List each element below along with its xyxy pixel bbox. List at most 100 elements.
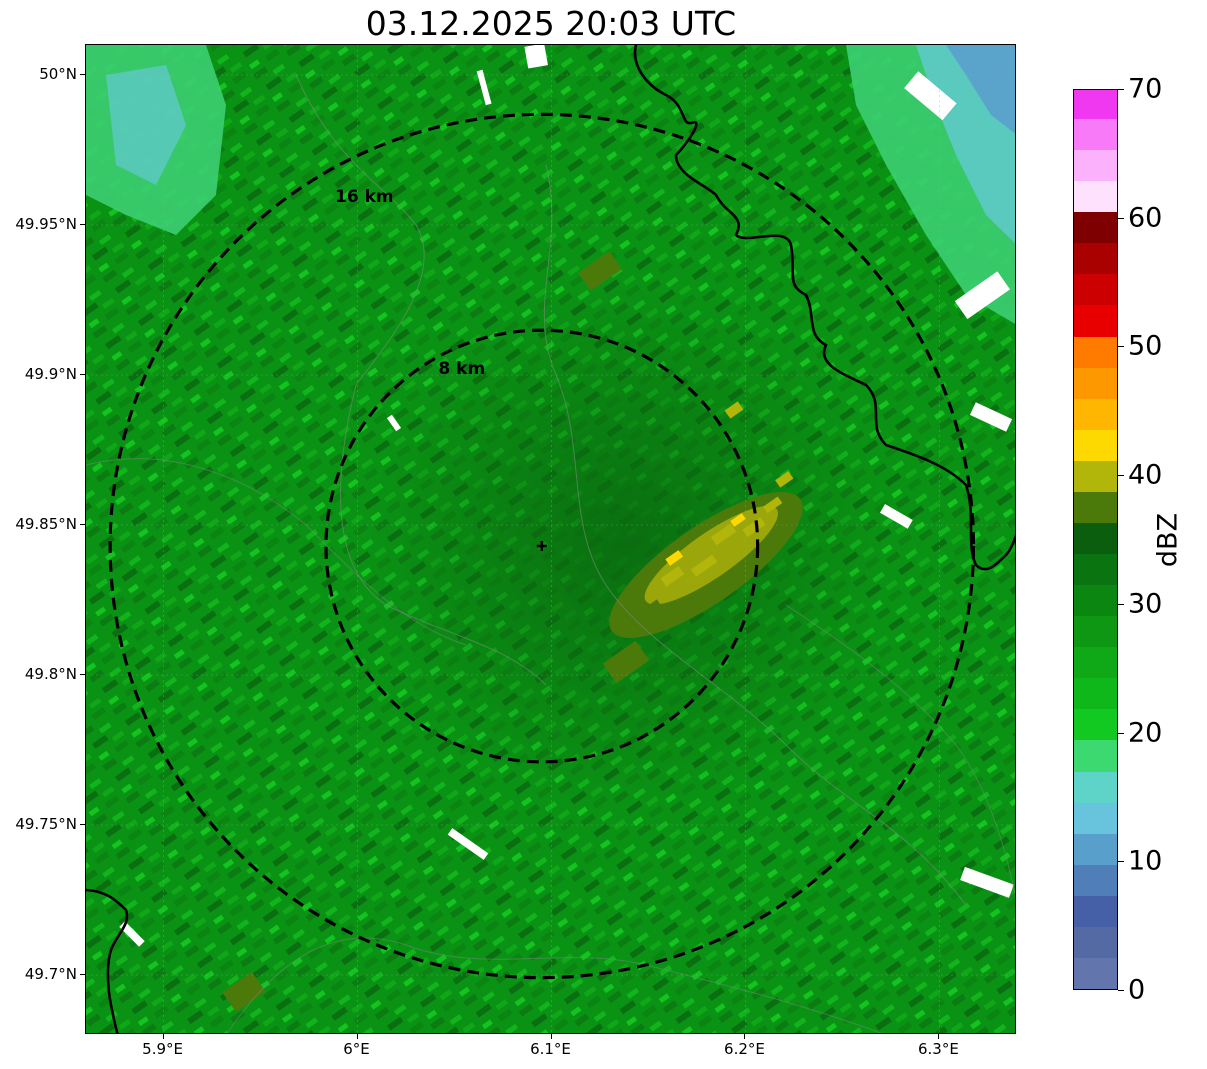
admin-boundary — [295, 74, 547, 686]
no-data-patch — [969, 402, 1013, 432]
echo-patch — [724, 401, 744, 419]
colorbar-segment — [1074, 429, 1117, 461]
colorbar-tick — [1118, 475, 1124, 477]
lon-tick — [938, 1034, 940, 1039]
range-ring — [108, 112, 976, 980]
no-data-patch — [119, 921, 145, 947]
colorbar-segment — [1074, 304, 1117, 337]
colorbar-tick — [1118, 732, 1124, 734]
radar-site-marker — [536, 541, 547, 551]
echo-patch — [775, 471, 794, 488]
echo-patch — [578, 251, 622, 291]
colorbar-segment — [1074, 926, 1117, 958]
lat-tick — [80, 674, 85, 675]
colorbar-tick-label: 20 — [1128, 717, 1163, 749]
no-data-patch — [880, 504, 913, 529]
range-rings: 8 km 16 km — [108, 112, 976, 980]
colorbar-segment — [1074, 739, 1117, 772]
colorbar-segment — [1074, 708, 1117, 741]
map-title: 03.12.2025 20:03 UTC — [365, 4, 737, 43]
colorbar-segment — [1074, 677, 1117, 710]
colorbar-segment — [1074, 833, 1117, 865]
lon-tick-label: 6.2°E — [724, 1040, 765, 1058]
admin-boundary — [226, 937, 883, 1033]
lon-tick-label: 5.9°E — [142, 1040, 183, 1058]
no-data-patch — [954, 271, 1011, 320]
no-data-patch — [447, 828, 489, 860]
radar-map[interactable]: 8 km 16 km — [85, 44, 1016, 1034]
lat-tick — [80, 824, 85, 825]
weak-echo-patch-northwest — [106, 65, 186, 185]
colorbar-tick — [1118, 89, 1124, 90]
lon-tick-label: 6°E — [343, 1040, 370, 1058]
range-ring — [324, 328, 760, 764]
colorbar-tick — [1118, 217, 1124, 219]
lat-tick — [80, 524, 85, 525]
strong-echo-cluster — [609, 492, 803, 638]
lat-tick — [80, 224, 85, 225]
colorbar — [1073, 89, 1118, 990]
no-data-patch — [904, 71, 957, 121]
no-data-patch — [386, 414, 402, 432]
very-weak-echo-patch-northeast — [946, 45, 1015, 134]
colorbar-segment — [1074, 864, 1117, 896]
colorbar-segment — [1074, 180, 1117, 213]
admin-boundary — [86, 458, 467, 646]
lon-tick-label: 6.1°E — [530, 1040, 571, 1058]
colorbar-tick-label: 30 — [1128, 588, 1163, 620]
echo-patch — [602, 640, 650, 684]
colorbar-segment — [1074, 491, 1117, 523]
lon-tick — [162, 1034, 164, 1039]
colorbar-tick-label: 70 — [1128, 73, 1163, 105]
no-data-patch — [476, 69, 492, 106]
no-data-patch — [960, 866, 1014, 898]
colorbar-segment — [1074, 90, 1117, 120]
colorbar-tick — [1118, 990, 1124, 991]
colorbar-tick-label: 60 — [1128, 202, 1163, 234]
colorbar-segment — [1074, 802, 1117, 834]
colorbar-tick — [1118, 603, 1124, 605]
colorbar-tick-label: 50 — [1128, 330, 1163, 362]
colorbar-tick-label: 40 — [1128, 459, 1163, 491]
national-border — [86, 888, 129, 1033]
lat-tick-label: 49.8°N — [24, 665, 77, 683]
colorbar-segment — [1074, 957, 1117, 989]
lon-tick-label: 6.3°E — [917, 1040, 959, 1058]
colorbar-segment — [1074, 211, 1117, 244]
lat-tick — [80, 374, 85, 375]
colorbar-tick-label: 10 — [1128, 845, 1163, 877]
colorbar-tick — [1118, 346, 1124, 348]
lat-tick-label: 50°N — [39, 65, 77, 83]
lon-tick — [356, 1034, 358, 1039]
colorbar-segment — [1074, 460, 1117, 492]
lon-tick — [744, 1034, 746, 1039]
range-ring-label: 8 km — [438, 359, 485, 379]
lat-tick-label: 49.7°N — [24, 965, 77, 983]
lat-tick-label: 49.9°N — [24, 365, 77, 383]
lon-tick — [550, 1034, 552, 1039]
lat-tick-label: 49.85°N — [15, 515, 77, 533]
lat-tick-label: 49.95°N — [15, 215, 77, 233]
colorbar-segment — [1074, 646, 1117, 679]
colorbar-segment — [1074, 273, 1117, 306]
lat-tick — [80, 974, 85, 975]
colorbar-segment — [1074, 118, 1117, 151]
colorbar-segment — [1074, 335, 1117, 368]
colorbar-segment — [1074, 398, 1117, 430]
colorbar-segment — [1074, 367, 1117, 399]
colorbar-segment — [1074, 615, 1117, 648]
no-data-patch — [524, 45, 548, 69]
colorbar-title: dBZ — [1152, 512, 1184, 568]
colorbar-segment — [1074, 584, 1117, 617]
colorbar-tick — [1118, 861, 1124, 863]
radar-reflectivity-field: 8 km 16 km — [86, 45, 1015, 1033]
colorbar-tick-label: 0 — [1128, 974, 1146, 1006]
colorbar-segment — [1074, 770, 1117, 803]
admin-boundary — [543, 164, 967, 906]
lat-tick — [80, 74, 85, 75]
echo-patch — [222, 971, 266, 1013]
lat-tick-label: 49.75°N — [15, 815, 77, 833]
admin-boundary — [785, 604, 1015, 898]
colorbar-segment — [1074, 149, 1117, 182]
colorbar-segment — [1074, 522, 1117, 555]
